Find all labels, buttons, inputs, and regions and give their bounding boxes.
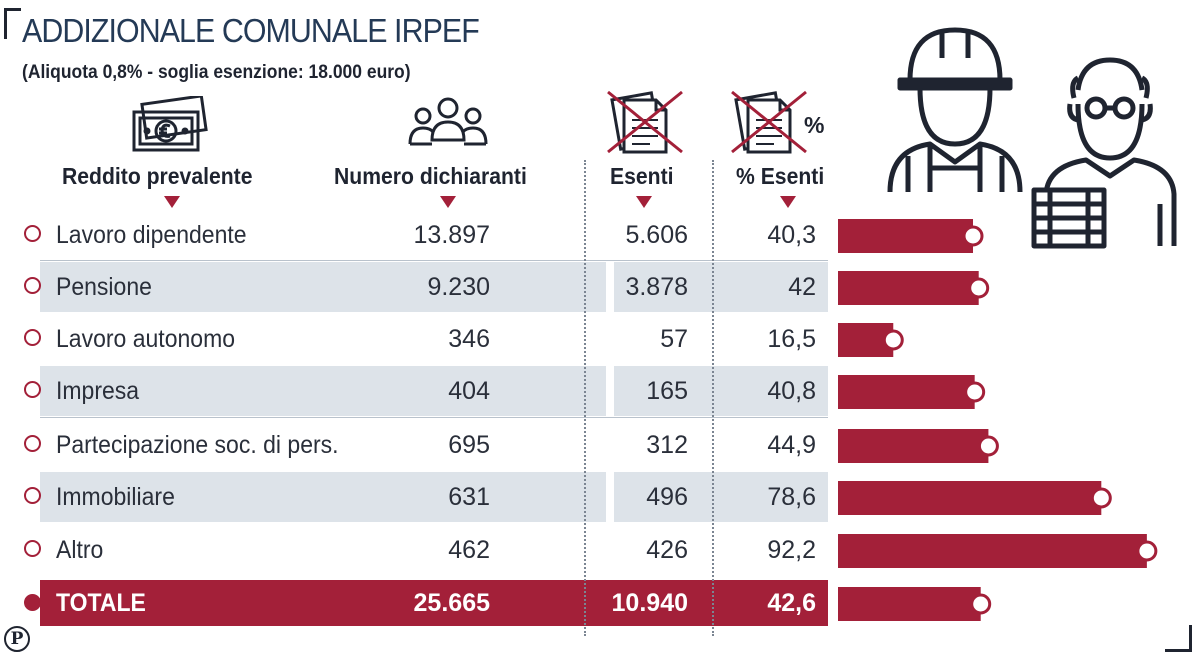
header-pct-arrow	[780, 196, 796, 208]
publisher-logo-icon: P	[4, 626, 30, 652]
row-numero: 13.897	[413, 221, 490, 249]
row-esenti: 5.606	[625, 221, 688, 249]
total-pct: 42,6	[767, 589, 816, 617]
pct-bar-endpoint	[1090, 487, 1112, 509]
row-esenti: 426	[646, 536, 688, 564]
chart-title: ADDIZIONALE COMUNALE IRPEF	[22, 12, 480, 49]
pct-bar-endpoint	[882, 329, 904, 351]
pct-bar-endpoint	[970, 593, 992, 615]
row-label: Pensione	[56, 273, 152, 301]
pct-bar-total	[838, 587, 981, 621]
row-marker	[24, 540, 41, 557]
row-label: Lavoro dipendente	[56, 221, 247, 249]
chart-subtitle: (Aliquota 0,8% - soglia esenzione: 18.00…	[22, 62, 411, 83]
pct-bar-4	[838, 429, 989, 463]
header-esenti-arrow	[636, 196, 652, 208]
pct-bar-endpoint	[977, 435, 999, 457]
row-numero: 631	[448, 483, 490, 511]
table-row: Partecipazione soc. di pers. 695 312 44,…	[22, 420, 828, 470]
row-numero: 462	[448, 536, 490, 564]
pct-bar-2	[838, 323, 894, 357]
crossed-document-icon	[607, 90, 683, 154]
total-numero: 25.665	[413, 589, 490, 617]
crossed-document-percent-icon	[731, 90, 807, 154]
row-esenti: 496	[646, 483, 688, 511]
row-marker	[24, 225, 41, 242]
pct-bar-5	[838, 481, 1102, 515]
worker-icon	[887, 27, 1023, 193]
table-row: Altro 462 426 92,2	[22, 525, 828, 575]
row-numero: 404	[448, 377, 490, 405]
row-numero: 9.230	[427, 273, 490, 301]
total-marker	[24, 594, 41, 611]
row-label: Immobiliare	[56, 483, 175, 511]
row-pct: 40,3	[767, 221, 816, 249]
table-row: Lavoro autonomo 346 57 16,5	[22, 314, 828, 364]
row-label: Impresa	[56, 377, 140, 405]
row-pct: 44,9	[767, 431, 816, 459]
row-label: Lavoro autonomo	[56, 325, 236, 353]
row-marker	[24, 435, 41, 452]
row-label: Partecipazione soc. di pers.	[56, 431, 339, 459]
pct-bar-6	[838, 534, 1147, 568]
table-row: Pensione 9.230 3.878 42	[22, 262, 828, 312]
row-pct: 78,6	[767, 483, 816, 511]
row-esenti: 3.878	[625, 273, 688, 301]
corner-bracket-bottom-right	[1165, 625, 1192, 652]
row-divider	[40, 417, 828, 418]
corner-bracket-top-left	[4, 8, 21, 39]
row-esenti: 312	[646, 431, 688, 459]
table-row: Lavoro dipendente 13.897 5.606 40,3	[22, 210, 828, 260]
total-label: TOTALE	[56, 589, 146, 617]
row-pct: 40,8	[767, 377, 816, 405]
row-pct: 92,2	[767, 536, 816, 564]
banknote-icon	[132, 96, 208, 152]
row-marker	[24, 381, 41, 398]
row-pct: 42	[788, 273, 816, 301]
people-group-icon	[408, 97, 488, 146]
header-reddito-arrow	[164, 196, 180, 208]
row-pct: 16,5	[767, 325, 816, 353]
header-esenti: Esenti	[610, 163, 674, 189]
column-separator	[712, 160, 714, 636]
column-separator	[584, 160, 586, 636]
row-divider	[40, 260, 828, 261]
header-numero-arrow	[440, 196, 456, 208]
row-numero: 695	[448, 431, 490, 459]
row-esenti: 57	[660, 325, 688, 353]
header-pct-esenti: % Esenti	[736, 163, 825, 189]
row-marker	[24, 487, 41, 504]
table-row: Immobiliare 631 496 78,6	[22, 472, 828, 522]
percent-symbol: %	[804, 112, 825, 138]
pct-bar-endpoint	[1136, 540, 1158, 562]
row-marker	[24, 329, 41, 346]
pct-bar-3	[838, 375, 975, 409]
pct-bar-endpoint	[964, 381, 986, 403]
row-esenti: 165	[646, 377, 688, 405]
row-marker	[24, 277, 41, 294]
pct-bar-endpoint	[962, 225, 984, 247]
pct-bar-0	[838, 219, 974, 253]
table-row: Impresa 404 165 40,8	[22, 366, 828, 416]
total-esenti: 10.940	[611, 589, 688, 617]
total-row: TOTALE 25.665 10.940 42,6	[22, 580, 828, 626]
pct-bar-1	[838, 271, 979, 305]
row-numero: 346	[448, 325, 490, 353]
header-reddito: Reddito prevalente	[62, 163, 253, 189]
pensioner-icon	[1031, 57, 1177, 249]
row-label: Altro	[56, 536, 104, 564]
pct-bar-endpoint	[968, 277, 990, 299]
header-numero: Numero dichiaranti	[334, 163, 527, 189]
